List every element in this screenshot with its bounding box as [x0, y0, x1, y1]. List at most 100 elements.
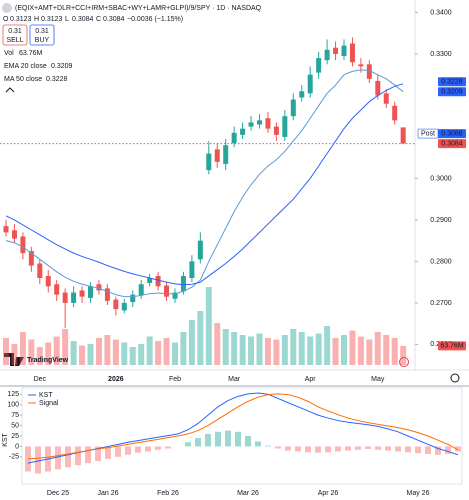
histogram-bar	[55, 446, 61, 470]
x-tick-label: May	[371, 376, 385, 383]
candle-body	[138, 284, 144, 296]
candle-body	[54, 284, 60, 295]
histogram-bar	[295, 446, 301, 452]
sell-button[interactable]	[2, 24, 28, 46]
candle-body	[172, 292, 178, 299]
histogram-bar	[215, 431, 221, 447]
ohlc-label: L	[65, 16, 69, 23]
price-tag	[438, 87, 466, 97]
watermark-logo	[4, 353, 24, 366]
volume-bar	[197, 311, 204, 365]
candle-body	[20, 236, 26, 254]
volume-bar	[248, 336, 255, 365]
legend-label: Signal	[39, 400, 59, 407]
volume-bar	[349, 330, 356, 365]
histogram-bar	[385, 446, 391, 451]
y-tick-label: -25	[9, 454, 19, 461]
volume-bar	[239, 335, 246, 365]
candle-body	[299, 91, 305, 98]
volume-bar	[400, 345, 407, 365]
histogram-bar	[185, 442, 191, 447]
symbol-icon	[2, 3, 12, 13]
candle-body	[37, 263, 43, 279]
histogram-bar	[75, 446, 81, 466]
volume-tag-label: 63.76M	[440, 343, 464, 350]
candle-body	[231, 132, 237, 144]
y-tick-label: 25	[11, 433, 19, 440]
candle-body	[104, 288, 110, 301]
histogram-bar	[265, 445, 271, 447]
alert-icon[interactable]	[399, 357, 409, 367]
histogram-bar	[425, 446, 431, 454]
histogram-bar	[445, 446, 451, 454]
histogram-bar	[245, 436, 251, 447]
candle-body	[223, 145, 229, 164]
histogram-bar	[145, 446, 151, 452]
volume-bar	[19, 332, 26, 365]
x-tick-label: Apr	[305, 376, 317, 383]
ma-line	[5, 83, 404, 286]
volume-bar	[129, 347, 136, 365]
volume-bar	[70, 341, 77, 365]
volume-bar	[290, 329, 297, 365]
kst-line	[27, 392, 459, 464]
histogram-bar	[165, 446, 171, 449]
histogram-bar	[65, 446, 71, 468]
y-tick-label: 100	[7, 402, 19, 409]
ohlc-value: 0.3084	[103, 16, 125, 23]
ohlc-label: H	[34, 16, 39, 23]
change-label: −0.0036 (−1.15%)	[127, 16, 183, 23]
indicator-value: 0.3209	[51, 63, 73, 70]
ma-line	[5, 69, 404, 298]
volume-bar	[104, 335, 111, 365]
volume-bar	[298, 332, 305, 365]
volume-bar	[214, 323, 221, 365]
candle-body	[341, 45, 347, 57]
post-tag-label: Post	[421, 130, 435, 137]
histogram-bar	[115, 446, 121, 457]
volume-bar	[79, 345, 86, 365]
candle-body	[206, 153, 212, 171]
candle-body	[273, 126, 279, 135]
histogram-bar	[325, 446, 331, 453]
volume-bar	[324, 326, 331, 365]
collapse-caret[interactable]	[5, 87, 15, 93]
ohlc-value: 0.3123	[41, 16, 63, 23]
y-tick-label: 0.3000	[430, 175, 452, 182]
x-tick-label: Mar	[228, 376, 241, 383]
histogram-bar	[35, 446, 41, 474]
histogram-bar	[435, 446, 441, 455]
candle-body	[3, 226, 9, 233]
ohlc-value: 0.3084	[72, 16, 94, 23]
histogram-bar	[375, 446, 381, 450]
buy-button[interactable]	[29, 24, 55, 46]
histogram-bar	[285, 446, 291, 451]
histogram-bar	[415, 446, 421, 454]
candle-body	[130, 294, 136, 303]
histogram-bar	[455, 446, 461, 452]
x-tick-label: Jan 26	[97, 490, 118, 497]
candle-body	[333, 47, 339, 54]
candle-body	[180, 275, 186, 292]
settings-icon[interactable]	[450, 373, 460, 383]
volume-bar	[374, 332, 381, 365]
candle-body	[375, 80, 381, 96]
volume-value: 63.76M	[19, 50, 43, 57]
volume-tag	[438, 341, 466, 351]
candle-body	[400, 127, 406, 144]
y-tick-label: 0.3300	[430, 51, 452, 58]
candle-body	[155, 275, 161, 287]
indicator-value: 0.3228	[46, 76, 68, 83]
candle-body	[147, 278, 153, 283]
x-tick-label: Dec 25	[47, 490, 69, 497]
price-tag	[438, 77, 466, 87]
sell-label: SELL	[6, 37, 23, 44]
candle-body	[307, 74, 313, 94]
volume-bar	[3, 338, 9, 365]
sell-price: 0.31	[8, 28, 22, 35]
volume-bar	[391, 338, 398, 365]
histogram-bar	[95, 446, 101, 462]
legend-label: KST	[39, 392, 53, 399]
candle-body	[71, 292, 77, 303]
